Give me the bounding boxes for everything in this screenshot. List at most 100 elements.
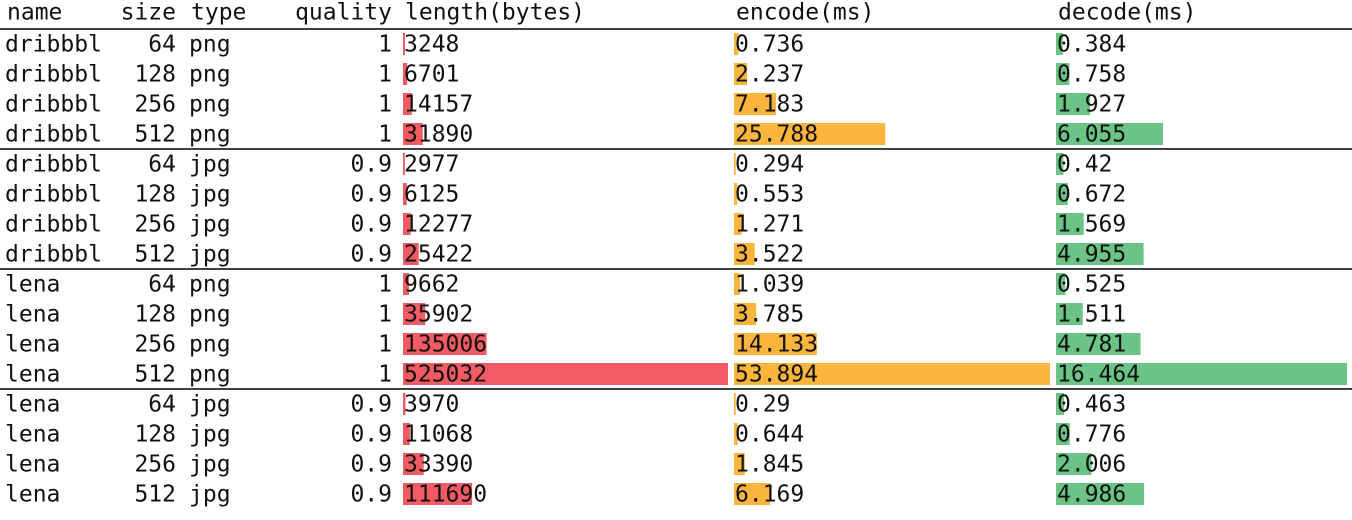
encode-cell: 6.169 xyxy=(735,482,804,508)
header-cell: size xyxy=(121,0,176,26)
name-cell: lena xyxy=(5,452,60,478)
encode-cell: 14.133 xyxy=(735,332,818,358)
type-cell: png xyxy=(189,272,231,298)
value-bar xyxy=(734,243,755,265)
size-cell: 256 xyxy=(134,92,176,118)
quality-cell: 1 xyxy=(378,332,392,358)
value-bar xyxy=(1056,123,1164,145)
length-cell: 12277 xyxy=(404,212,473,238)
value-bar xyxy=(1056,393,1065,415)
header-cell: quality xyxy=(295,0,392,26)
header-cell: encode(ms) xyxy=(736,0,874,26)
value-bar xyxy=(1056,273,1066,295)
value-bar xyxy=(403,483,473,505)
decode-cell: 4.986 xyxy=(1057,482,1126,508)
value-bar xyxy=(734,93,777,115)
decode-cell: 4.781 xyxy=(1057,332,1126,358)
value-bar xyxy=(403,363,728,385)
value-bar xyxy=(734,153,736,175)
type-cell: png xyxy=(189,302,231,328)
name-cell: dribbbl xyxy=(5,152,102,178)
name-cell: lena xyxy=(5,362,60,388)
value-bar xyxy=(734,183,738,205)
length-cell: 14157 xyxy=(404,92,473,118)
encode-cell: 0.736 xyxy=(735,32,804,58)
encode-cell: 25.788 xyxy=(735,122,818,148)
value-bar xyxy=(403,453,424,475)
quality-cell: 0.9 xyxy=(350,152,392,178)
header-cell: name xyxy=(7,0,62,26)
size-cell: 128 xyxy=(134,302,176,328)
encode-cell: 3.522 xyxy=(735,242,804,268)
value-bar xyxy=(734,333,817,355)
size-cell: 512 xyxy=(134,482,176,508)
name-cell: lena xyxy=(5,332,60,358)
name-cell: dribbbl xyxy=(5,92,102,118)
quality-cell: 1 xyxy=(378,92,392,118)
length-cell: 3248 xyxy=(404,32,459,58)
decode-cell: 0.758 xyxy=(1057,62,1126,88)
quality-cell: 1 xyxy=(378,62,392,88)
decode-cell: 0.384 xyxy=(1057,32,1126,58)
size-cell: 128 xyxy=(134,62,176,88)
encode-cell: 2.237 xyxy=(735,62,804,88)
value-bar xyxy=(1056,333,1141,355)
name-cell: lena xyxy=(5,482,60,508)
length-cell: 2977 xyxy=(404,152,459,178)
decode-cell: 1.511 xyxy=(1057,302,1126,328)
encode-cell: 0.644 xyxy=(735,422,804,448)
type-cell: jpg xyxy=(189,482,231,508)
length-cell: 525032 xyxy=(404,362,487,388)
value-bar xyxy=(403,243,419,265)
value-bar xyxy=(1056,153,1064,175)
value-bar xyxy=(1056,183,1068,205)
type-cell: png xyxy=(189,92,231,118)
name-cell: dribbbl xyxy=(5,32,102,58)
size-cell: 64 xyxy=(148,392,176,418)
decode-cell: 16.464 xyxy=(1057,362,1140,388)
value-bar xyxy=(403,423,410,445)
length-cell: 35902 xyxy=(404,302,473,328)
type-cell: jpg xyxy=(189,152,231,178)
encode-cell: 0.294 xyxy=(735,152,804,178)
size-cell: 256 xyxy=(134,212,176,238)
encode-cell: 53.894 xyxy=(735,362,818,388)
value-bar xyxy=(1056,483,1145,505)
header-cell: length(bytes) xyxy=(405,0,585,26)
value-bar xyxy=(403,273,409,295)
type-cell: png xyxy=(189,32,231,58)
quality-cell: 0.9 xyxy=(350,182,392,208)
type-cell: png xyxy=(189,362,231,388)
decode-cell: 0.525 xyxy=(1057,272,1126,298)
name-cell: lena xyxy=(5,392,60,418)
value-bar xyxy=(403,123,423,145)
length-cell: 111690 xyxy=(404,482,487,508)
quality-cell: 1 xyxy=(378,362,392,388)
value-bar xyxy=(734,123,886,145)
size-cell: 256 xyxy=(134,332,176,358)
type-cell: png xyxy=(189,332,231,358)
value-bar xyxy=(403,33,406,55)
encode-cell: 1.271 xyxy=(735,212,804,238)
size-cell: 64 xyxy=(148,272,176,298)
value-bar xyxy=(403,393,406,415)
name-cell: dribbbl xyxy=(5,242,102,268)
value-bar xyxy=(1056,63,1070,85)
quality-cell: 0.9 xyxy=(350,452,392,478)
size-cell: 64 xyxy=(148,32,176,58)
length-cell: 6125 xyxy=(404,182,459,208)
name-cell: lena xyxy=(5,302,60,328)
quality-cell: 0.9 xyxy=(350,422,392,448)
value-bar xyxy=(734,363,1050,385)
size-cell: 128 xyxy=(134,422,176,448)
decode-cell: 6.055 xyxy=(1057,122,1126,148)
value-bar xyxy=(734,483,771,505)
length-cell: 33390 xyxy=(404,452,473,478)
type-cell: png xyxy=(189,62,231,88)
length-cell: 9662 xyxy=(404,272,459,298)
name-cell: dribbbl xyxy=(5,182,102,208)
type-cell: jpg xyxy=(189,182,231,208)
value-bar xyxy=(1056,303,1083,325)
